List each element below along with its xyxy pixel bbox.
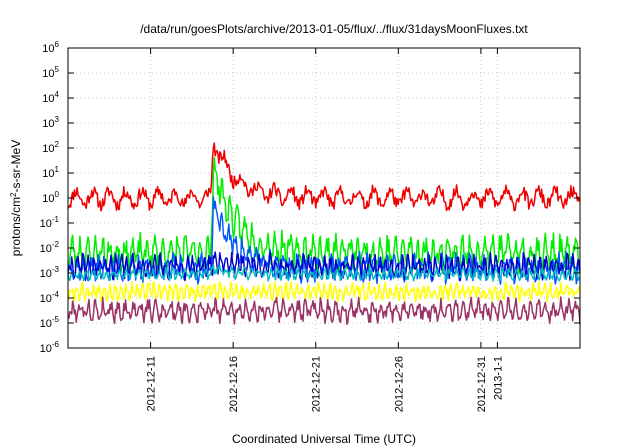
y-tick-label: 10-4	[40, 290, 60, 305]
y-tick-label: 101	[42, 165, 59, 180]
y-tick-exponent: 5	[55, 65, 60, 74]
y-tick-base: 10	[40, 343, 52, 355]
x-tick-label: 2013-1-1	[492, 356, 504, 400]
x-tick-label: 2012-12-16	[228, 356, 240, 412]
y-tick-base: 10	[42, 118, 54, 130]
y-tick-exponent: -6	[52, 340, 60, 349]
y-tick-exponent: 2	[55, 140, 60, 149]
series-line-4	[67, 251, 581, 282]
y-tick-exponent: 3	[55, 115, 60, 124]
series-line-5	[67, 264, 581, 282]
x-tick-label: 2012-12-21	[311, 356, 323, 412]
x-axis-ticks: 2012-12-11 2012-12-16 2012-12-21 2012-12-26…	[146, 48, 504, 412]
y-tick-label: 10-6	[40, 340, 60, 355]
y-tick-label: 103	[42, 115, 59, 130]
y-tick-label: 102	[42, 140, 59, 155]
y-tick-label: 106	[42, 40, 59, 55]
x-tick-label: 2012-12-26	[393, 356, 405, 412]
y-tick-label: 104	[42, 90, 59, 105]
y-tick-base: 10	[40, 243, 52, 255]
y-tick-base: 10	[42, 93, 54, 105]
series-line-6	[67, 280, 581, 303]
y-tick-exponent: -4	[52, 290, 60, 299]
y-tick-label: 10-3	[40, 265, 60, 280]
y-tick-label: 105	[42, 65, 59, 80]
y-tick-base: 10	[42, 143, 54, 155]
y-tick-exponent: -5	[52, 315, 60, 324]
chart-title: /data/run/goesPlots/archive/2013-01-05/f…	[140, 22, 528, 36]
y-tick-label: 10-1	[40, 215, 60, 230]
y-tick-base: 10	[40, 268, 52, 280]
y-tick-exponent: -3	[52, 265, 60, 274]
y-axis-label: protons/cm2-s-sr-MeV	[9, 140, 23, 256]
x-tick-label: 2012-12-11	[146, 356, 158, 411]
y-tick-exponent: 0	[55, 190, 60, 199]
y-tick-base: 10	[42, 193, 54, 205]
series-line-7	[67, 296, 581, 326]
y-axis-ticks: 10-610-510-410-310-210-11001011021031041…	[40, 40, 580, 355]
y-tick-exponent: 6	[55, 40, 60, 49]
y-tick-base: 10	[40, 318, 52, 330]
y-tick-base: 10	[42, 168, 54, 180]
series-line-1	[67, 142, 581, 212]
y-tick-exponent: 4	[55, 90, 60, 99]
y-tick-base: 10	[42, 68, 54, 80]
y-tick-exponent: -1	[52, 215, 60, 224]
series-layer	[67, 142, 581, 326]
y-tick-label: 100	[42, 190, 59, 205]
x-tick-label: 2012-12-31	[476, 356, 488, 412]
y-tick-exponent: -2	[52, 240, 60, 249]
y-tick-base: 10	[40, 293, 52, 305]
y-tick-base: 10	[40, 218, 52, 230]
y-tick-label: 10-2	[40, 240, 60, 255]
y-tick-label: 10-5	[40, 315, 60, 330]
x-axis-label: Coordinated Universal Time (UTC)	[232, 432, 416, 446]
y-tick-exponent: 1	[55, 165, 60, 174]
y-tick-base: 10	[42, 43, 54, 55]
